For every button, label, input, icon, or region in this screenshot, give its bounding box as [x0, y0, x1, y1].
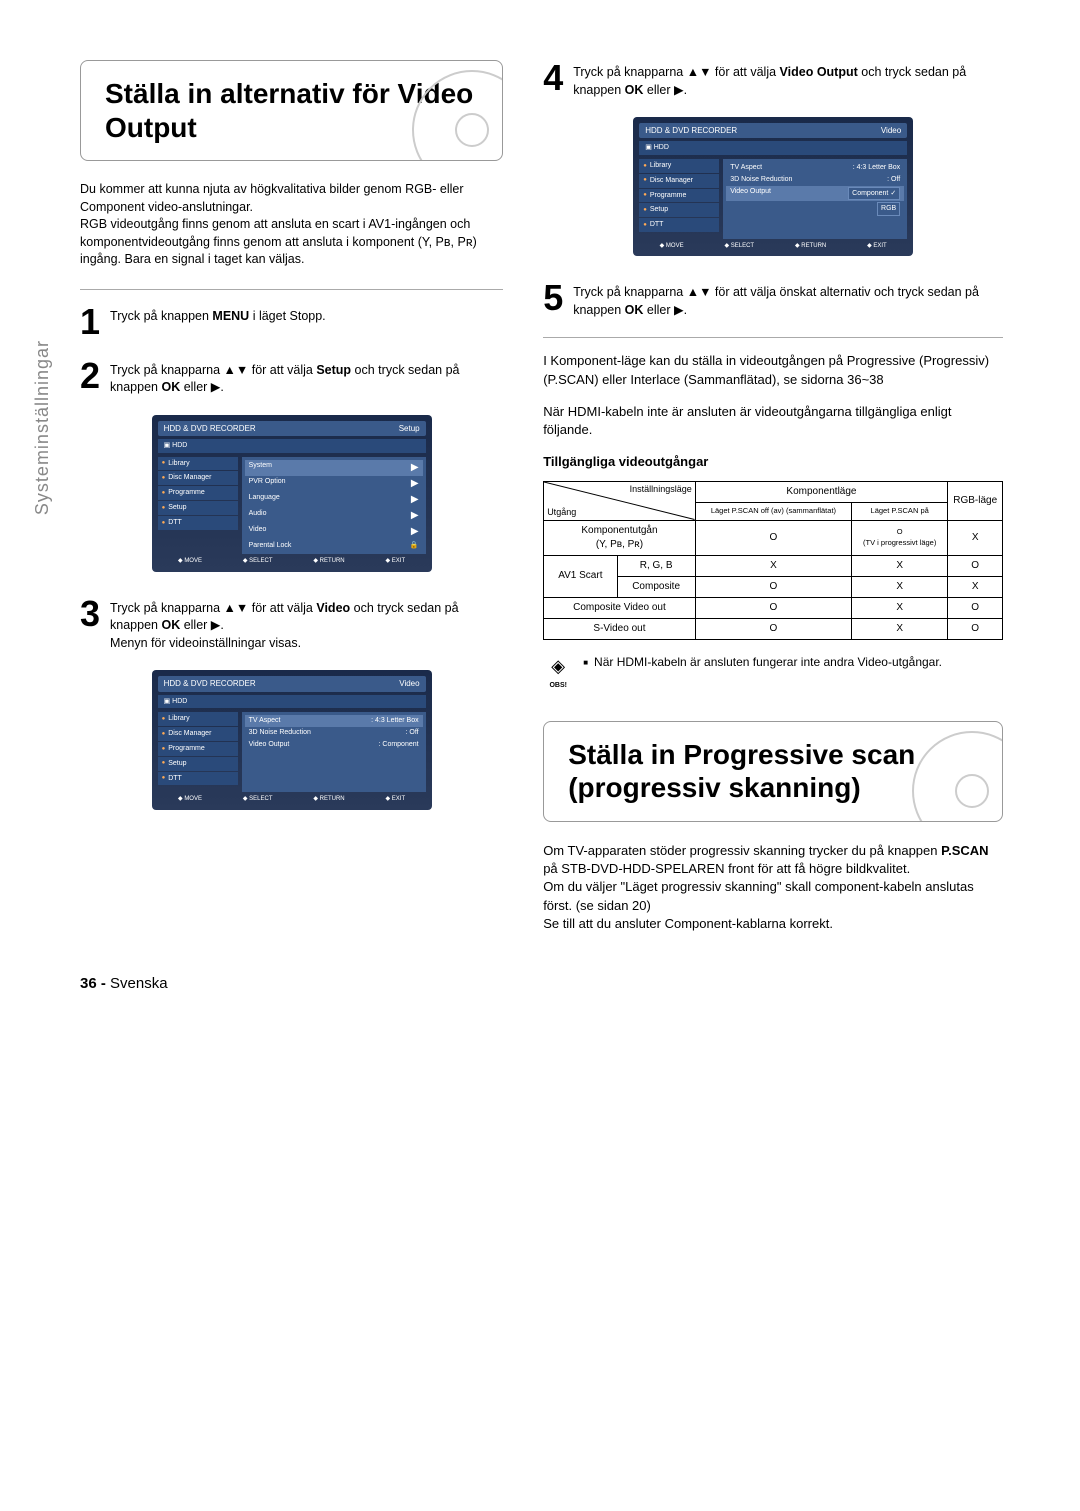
screen-video2: HDD & DVD RECORDERVideo ▣ HDD Library Di…: [633, 117, 913, 256]
screen-video1: HDD & DVD RECORDERVideo ▣ HDD Library Di…: [152, 670, 432, 809]
para-2: När HDMI-kabeln inte är ansluten är vide…: [543, 403, 1003, 439]
intro-text: Du kommer att kunna njuta av högkvalitat…: [80, 181, 503, 269]
prog-p1: Om TV-apparaten stöder progressiv skanni…: [543, 842, 1003, 878]
output-table: InställningslägeUtgångKomponentlägeRGB-l…: [543, 481, 1003, 640]
screen-setup: HDD & DVD RECORDERSetup ▣ HDD Library Di…: [152, 415, 432, 572]
step-5: 5 Tryck på knapparna ▲▼ för att välja ön…: [543, 280, 1003, 319]
note-label: OBS!: [543, 681, 573, 691]
note-text: När HDMI-kabeln är ansluten fungerar int…: [594, 654, 942, 671]
para-1: I Komponent-läge kan du ställa in videou…: [543, 352, 1003, 388]
table-title: Tillgängliga videoutgångar: [543, 453, 1003, 471]
title-box-1: Ställa in alternativ för Video Output: [80, 60, 503, 161]
step-1: 1 Tryck på knappen MENU i läget Stopp.: [80, 304, 503, 340]
note-box: ◈ OBS! När HDMI-kabeln är ansluten funge…: [543, 654, 1003, 691]
step-4: 4 Tryck på knapparna ▲▼ för att välja Vi…: [543, 60, 1003, 99]
note-icon: ◈: [551, 656, 565, 676]
step-2: 2 Tryck på knapparna ▲▼ för att välja Se…: [80, 358, 503, 397]
sidebar-title: Systeminställningar: [30, 340, 55, 515]
step-3: 3 Tryck på knapparna ▲▼ för att välja Vi…: [80, 596, 503, 653]
title-box-2: Ställa in Progressive scan (progressiv s…: [543, 721, 1003, 822]
prog-p3: Se till att du ansluter Component-kablar…: [543, 915, 1003, 933]
prog-p2: Om du väljer "Läget progressiv skanning"…: [543, 878, 1003, 914]
page-number: 36 - Svenska: [80, 973, 1000, 994]
